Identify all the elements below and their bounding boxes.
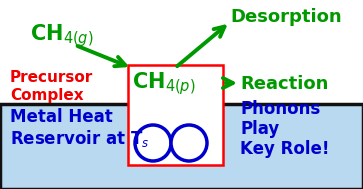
- Text: Play: Play: [240, 120, 279, 138]
- Text: Complex: Complex: [10, 88, 83, 103]
- Text: Reservoir at T$_s$: Reservoir at T$_s$: [10, 128, 150, 149]
- Bar: [0, 104, 363, 189]
- Text: Desorption: Desorption: [230, 8, 342, 26]
- Bar: [128, 65, 223, 165]
- Text: CH$_{4(p)}$: CH$_{4(p)}$: [132, 70, 196, 97]
- Text: Reaction: Reaction: [240, 75, 329, 93]
- Text: Phonons: Phonons: [240, 100, 320, 118]
- Text: Metal Heat: Metal Heat: [10, 108, 113, 126]
- Text: Key Role!: Key Role!: [240, 140, 330, 158]
- Text: CH$_{4(g)}$: CH$_{4(g)}$: [30, 22, 94, 49]
- Text: Precursor: Precursor: [10, 70, 93, 85]
- Circle shape: [135, 125, 171, 161]
- Circle shape: [171, 125, 207, 161]
